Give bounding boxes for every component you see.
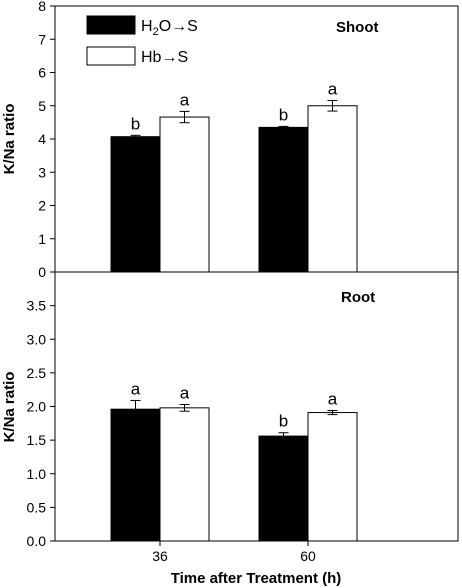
- root-significance-label: a: [131, 379, 141, 398]
- legend: H2O→S Hb→S: [86, 15, 198, 66]
- root-y-tick-label: 2.0: [27, 399, 47, 415]
- shoot-y-tick-label: 5: [38, 98, 46, 114]
- root-y-tick-label: 0.0: [27, 533, 47, 549]
- root-significance-label: b: [279, 412, 288, 431]
- shoot-significance-label: a: [328, 79, 338, 98]
- root-bar: [258, 435, 309, 542]
- root-bar: [159, 407, 210, 542]
- root-y-tick-label: 1.5: [27, 432, 47, 448]
- shoot-y-tick-label: 3: [38, 164, 46, 180]
- shoot-bar: [159, 116, 210, 273]
- root-y-tick-label: 3.5: [27, 298, 47, 314]
- shoot-y-tick-label: 1: [38, 231, 46, 247]
- legend-swatch-hb: [86, 46, 136, 66]
- shoot-bar: [110, 136, 161, 273]
- shoot-y-axis-title: K/Na ratio: [1, 104, 18, 175]
- root-y-axis-title: K/Na ratio: [1, 372, 18, 443]
- shoot-significance-label: b: [131, 114, 140, 133]
- shoot-y-tick-label: 0: [38, 264, 46, 280]
- root-y-tick-label: 3.0: [27, 331, 47, 347]
- root-bar: [307, 412, 358, 542]
- shoot-y-tick-label: 2: [38, 198, 46, 214]
- legend-label-hb: Hb→S: [141, 49, 188, 66]
- x-axis-title: Time after Treatment (h): [171, 570, 342, 587]
- root-significance-label: a: [328, 390, 338, 409]
- shoot-y-tick-label: 8: [38, 0, 46, 14]
- shoot-bar: [307, 105, 358, 273]
- shoot-significance-label: a: [180, 90, 190, 109]
- shoot-y-tick-label: 4: [38, 131, 46, 147]
- root-y-tick-label: 0.5: [27, 499, 47, 515]
- legend-label-h2o: H2O→S: [141, 18, 198, 38]
- shoot-bar: [258, 126, 309, 273]
- root-y-tick-label: 1.0: [27, 466, 47, 482]
- root-y-tick-label: 2.5: [27, 365, 47, 381]
- shoot-y-tick-label: 6: [38, 65, 46, 81]
- shoot-significance-label: b: [279, 105, 288, 124]
- x-tick-label: 60: [300, 548, 316, 564]
- root-significance-label: a: [180, 383, 190, 402]
- shoot-panel-title: Shoot: [336, 19, 379, 36]
- root-panel-title: Root: [341, 289, 375, 306]
- root-bar: [110, 408, 161, 542]
- x-tick-label: 36: [152, 548, 168, 564]
- shoot-y-tick-label: 7: [38, 31, 46, 47]
- legend-swatch-h2o: [86, 15, 136, 35]
